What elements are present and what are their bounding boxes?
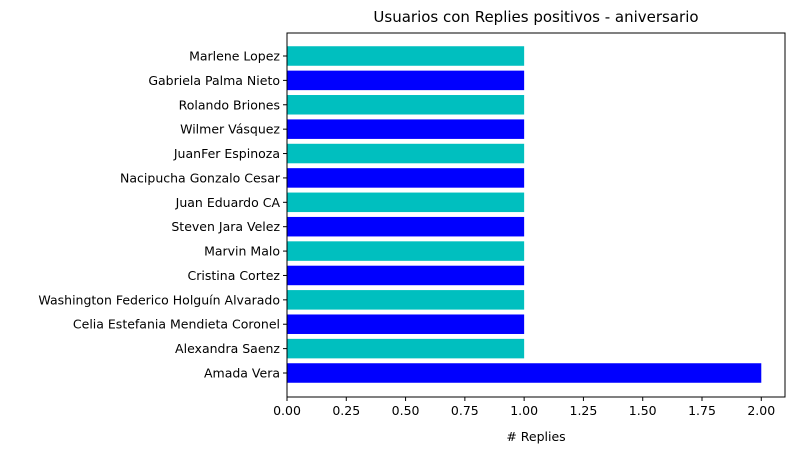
bar-3 xyxy=(287,95,525,115)
x-axis-ticks: 0.00 0.25 0.50 0.75 1.00 1.25 1.50 1.75 2.00 xyxy=(273,397,775,418)
x-tick-label: 0.25 xyxy=(332,403,360,418)
y-tick-label: Rolando Briones xyxy=(179,97,280,112)
chart-title: Usuarios con Replies positivos - anivers… xyxy=(373,8,698,26)
x-axis-label: # Replies xyxy=(506,429,565,444)
x-tick-label: 1.50 xyxy=(629,403,657,418)
bar-6 xyxy=(287,168,525,188)
y-tick-label: Cristina Cortez xyxy=(188,268,281,283)
bar-10 xyxy=(287,265,525,286)
bar-13 xyxy=(287,338,525,359)
y-tick-label: Steven Jara Velez xyxy=(171,219,280,234)
y-tick-label: Gabriela Palma Nieto xyxy=(148,73,280,88)
bar-1 xyxy=(287,46,525,66)
bar-8 xyxy=(287,216,525,237)
bar-7 xyxy=(287,192,525,213)
x-tick-label: 0.75 xyxy=(451,403,479,418)
bar-11 xyxy=(287,290,525,310)
bars-group xyxy=(287,46,762,383)
x-tick-label: 1.75 xyxy=(688,403,716,418)
y-tick-label: Alexandra Saenz xyxy=(175,341,280,356)
y-tick-label: Amada Vera xyxy=(204,366,280,381)
y-tick-label: Wilmer Vásquez xyxy=(180,122,280,137)
bar-4 xyxy=(287,119,525,139)
x-tick-label: 0.50 xyxy=(392,403,420,418)
x-tick-label: 1.25 xyxy=(570,403,598,418)
bar-14 xyxy=(287,363,762,383)
y-tick-label: Celia Estefania Mendieta Coronel xyxy=(73,317,280,332)
y-axis-ticks: Marlene Lopez Gabriela Palma Nieto Rolando… xyxy=(38,49,287,381)
bar-5 xyxy=(287,143,525,164)
bar-12 xyxy=(287,314,525,334)
y-tick-label: Marlene Lopez xyxy=(189,49,280,64)
y-tick-label: Washington Federico Holguín Alvarado xyxy=(38,292,280,307)
x-tick-label: 2.00 xyxy=(747,403,775,418)
bar-2 xyxy=(287,70,525,91)
y-tick-label: Nacipucha Gonzalo Cesar xyxy=(120,170,281,185)
plot-frame xyxy=(286,32,786,398)
y-tick-label: Juan Eduardo CA xyxy=(175,195,281,210)
x-tick-label: 1.00 xyxy=(510,403,538,418)
x-tick-label: 0.00 xyxy=(273,403,301,418)
bar-9 xyxy=(287,241,525,261)
y-tick-label: JuanFer Espinoza xyxy=(173,146,280,161)
y-tick-label: Marvin Malo xyxy=(204,244,280,259)
